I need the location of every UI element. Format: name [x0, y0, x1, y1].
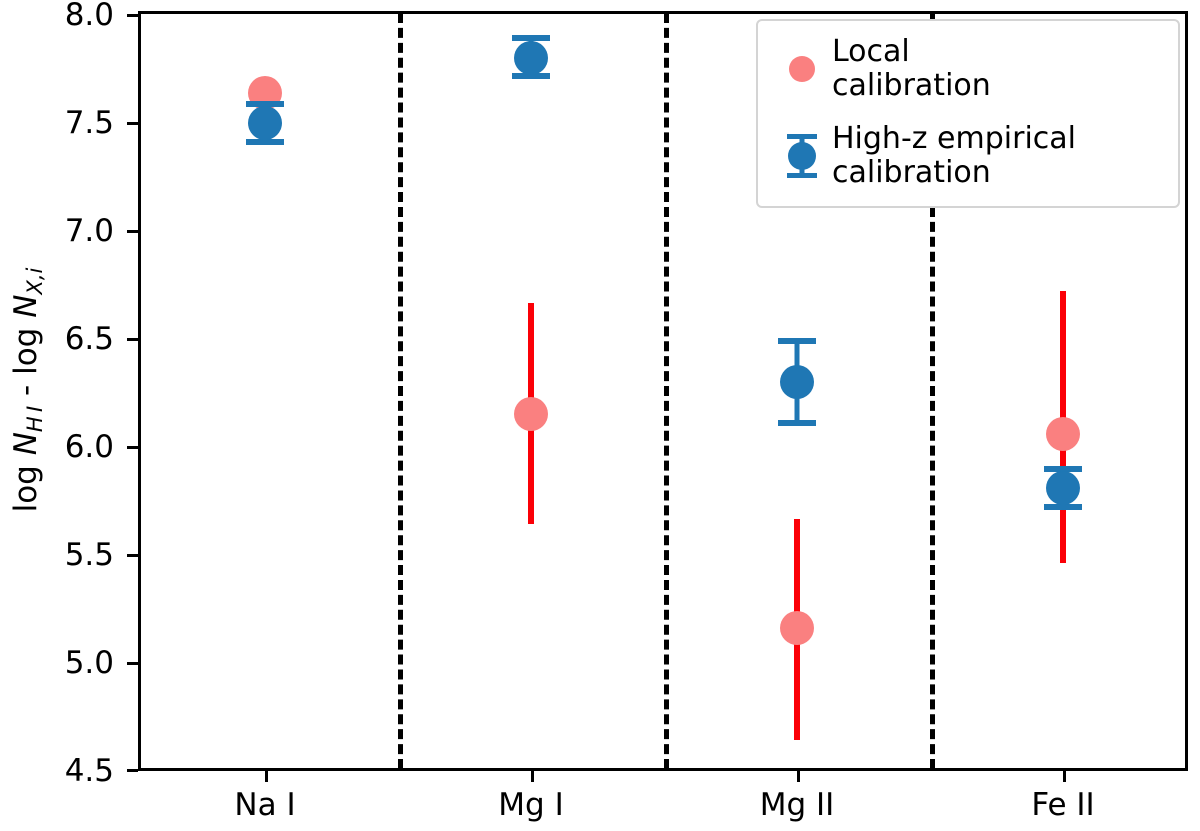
y-tick-mark-6.5: [127, 338, 138, 341]
chart-legend: Local calibration High-z empirical calib…: [756, 19, 1180, 208]
group-divider-1: [398, 13, 403, 769]
y-axis-label-text: log NH I - log NX,i: [8, 267, 47, 513]
x-tick-label-mg-ii: Mg II: [759, 787, 835, 823]
group-divider-3: [930, 13, 935, 769]
x-tick-mark-mg-ii: [797, 771, 800, 782]
y-tick-label-7.5: 7.5: [64, 105, 114, 141]
errorbar-cap-top-highz-fe-ii: [1044, 466, 1082, 472]
errorbar-cap-bottom-highz-mg-i: [512, 73, 550, 79]
legend-entry-local-calibration[interactable]: Local calibration: [772, 35, 991, 102]
y-tick-mark-6.0: [127, 446, 138, 449]
errorbar-cap-top-highz-na-i: [246, 101, 284, 107]
data-point-local-fe-ii: [1046, 417, 1080, 451]
data-point-local-mg-ii: [780, 611, 814, 645]
y-tick-mark-8.0: [127, 14, 138, 17]
errorbar-cap-bottom-highz-na-i: [246, 139, 284, 145]
y-tick-label-7.0: 7.0: [64, 213, 114, 249]
y-tick-mark-4.5: [127, 769, 138, 772]
plot-area-frame: [138, 11, 1188, 771]
x-tick-mark-fe-ii: [1063, 771, 1066, 782]
legend-marker-highz-calibration: [772, 126, 832, 186]
data-point-highz-fe-ii: [1046, 471, 1080, 505]
errorbar-cap-top-highz-mg-i: [512, 35, 550, 41]
blue-dot-icon: [788, 141, 816, 170]
x-tick-label-na-i: Na I: [234, 787, 296, 823]
y-tick-label-4.5: 4.5: [64, 753, 114, 789]
data-point-highz-mg-ii: [780, 365, 814, 399]
errorbar-cap-bottom-highz-fe-ii: [1044, 504, 1082, 510]
legend-label-local-calibration: Local calibration: [832, 34, 991, 103]
data-point-highz-mg-i: [514, 41, 548, 75]
x-tick-label-fe-ii: Fe II: [1031, 787, 1095, 823]
x-tick-mark-na-i: [265, 771, 268, 782]
y-tick-label-5.0: 5.0: [64, 645, 114, 681]
legend-marker-local-calibration: [772, 39, 832, 99]
errorbar-cap-top-highz-mg-ii: [778, 338, 816, 344]
data-point-highz-na-i: [248, 106, 282, 140]
x-tick-mark-mg-i: [531, 771, 534, 782]
y-tick-label-8.0: 8.0: [64, 0, 114, 33]
y-axis-label-wrapper: log NH I - log NX,i: [8, 268, 48, 513]
y-tick-label-6.0: 6.0: [64, 429, 114, 465]
y-tick-label-6.5: 6.5: [64, 321, 114, 357]
errorbar-cap-top-icon: [787, 133, 817, 139]
x-tick-label-mg-i: Mg I: [498, 787, 564, 823]
y-axis-label: log NH I - log NX,i: [8, 90, 48, 690]
y-tick-mark-5.0: [127, 662, 138, 665]
errorbar-cap-bottom-highz-mg-ii: [778, 420, 816, 426]
errorbar-cap-bottom-icon: [787, 172, 817, 178]
group-divider-2: [664, 13, 669, 769]
y-tick-mark-5.5: [127, 554, 138, 557]
y-tick-mark-7.0: [127, 230, 138, 233]
legend-label-highz-calibration: High-z empirical calibration: [832, 121, 1076, 190]
legend-entry-highz-calibration[interactable]: High-z empirical calibration: [772, 122, 1076, 189]
y-tick-label-5.5: 5.5: [64, 537, 114, 573]
y-tick-mark-7.5: [127, 122, 138, 125]
salmon-dot-icon: [789, 55, 815, 82]
data-point-local-mg-i: [514, 397, 548, 431]
